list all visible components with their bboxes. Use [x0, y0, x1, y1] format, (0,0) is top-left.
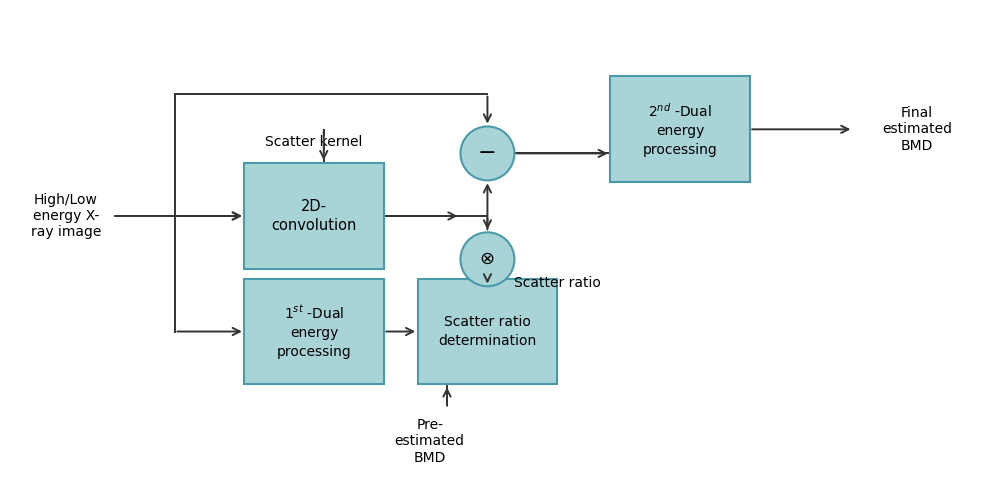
FancyBboxPatch shape: [244, 163, 384, 269]
Ellipse shape: [460, 127, 514, 180]
FancyBboxPatch shape: [610, 76, 749, 182]
Text: 2$^{nd}$ -Dual
energy
processing: 2$^{nd}$ -Dual energy processing: [643, 102, 717, 157]
Text: −: −: [478, 143, 496, 163]
Text: Scatter ratio
determination: Scatter ratio determination: [439, 315, 537, 348]
Text: Scatter kernel: Scatter kernel: [266, 135, 363, 149]
Text: Pre-
estimated
BMD: Pre- estimated BMD: [394, 418, 465, 465]
FancyBboxPatch shape: [418, 279, 557, 384]
Text: 2D-
convolution: 2D- convolution: [272, 198, 357, 233]
Text: Final
estimated
BMD: Final estimated BMD: [882, 106, 953, 152]
Text: Scatter ratio: Scatter ratio: [514, 276, 601, 290]
FancyBboxPatch shape: [244, 279, 384, 384]
Text: 1$^{st}$ -Dual
energy
processing: 1$^{st}$ -Dual energy processing: [277, 304, 351, 358]
Text: ⊗: ⊗: [480, 250, 495, 268]
Text: High/Low
energy X-
ray image: High/Low energy X- ray image: [30, 193, 101, 239]
Ellipse shape: [460, 232, 514, 286]
